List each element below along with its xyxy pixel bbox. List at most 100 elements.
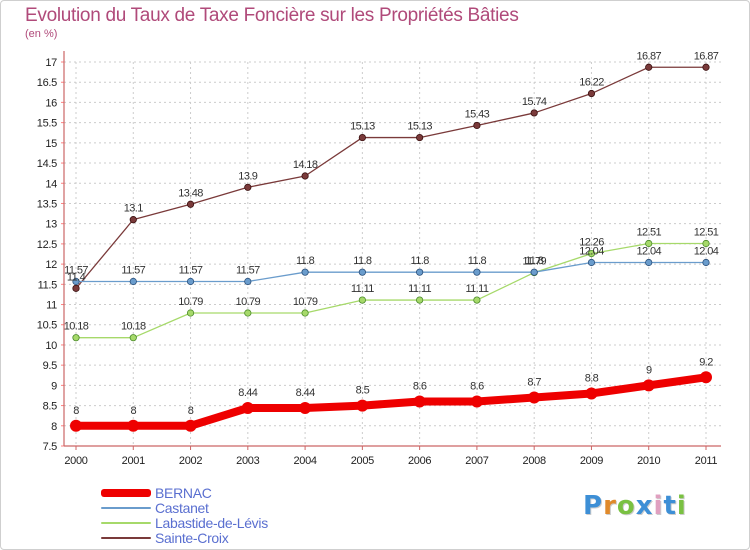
data-point: [358, 296, 366, 304]
data-point: [186, 200, 195, 208]
data-point: [702, 239, 710, 248]
data-point: [72, 277, 80, 286]
y-tick-label: 13: [45, 219, 57, 231]
y-tick-label: 14: [45, 178, 57, 190]
y-tick-label: 8: [51, 421, 57, 433]
y-tick-label: 13.5: [37, 198, 57, 210]
data-label: 11.79: [522, 256, 546, 268]
chart-legend: BERNAC Castanet Labastide-de-Lévis Sainte-C…: [101, 484, 268, 546]
data-point: [416, 133, 424, 142]
data-point: [585, 387, 598, 400]
series-line: [72, 373, 710, 430]
data-label: 16.87: [694, 50, 719, 62]
data-label: 11.57: [121, 264, 145, 276]
data-point: [129, 216, 137, 224]
data-point: [587, 258, 596, 267]
data-label: 15.13: [407, 121, 432, 133]
data-point: [645, 239, 653, 248]
data-label: 8.7: [527, 376, 541, 388]
data-point: [129, 277, 137, 286]
x-tick-label: 2005: [351, 455, 374, 467]
legend-label: BERNAC: [155, 484, 212, 501]
x-tick-label: 2009: [580, 455, 603, 467]
data-label: 10.79: [293, 296, 318, 308]
data-point: [72, 284, 80, 292]
legend-label: Castanet: [155, 499, 209, 516]
data-point: [702, 258, 710, 267]
data-label: 12.51: [636, 226, 661, 238]
data-point: [528, 391, 541, 404]
data-point: [470, 395, 483, 408]
data-label: 8.6: [470, 381, 484, 393]
data-label: 10.79: [178, 296, 203, 308]
data-label: 11.57: [179, 264, 203, 276]
legend-label: Labastide-de-Lévis: [155, 514, 268, 531]
data-label: 11.8: [468, 255, 487, 267]
data-point: [244, 277, 252, 286]
data-label: 15.13: [350, 121, 375, 133]
x-tick-label: 2006: [408, 455, 431, 467]
data-label: 11.11: [465, 283, 488, 295]
x-tick-label: 2004: [293, 455, 316, 467]
data-point: [702, 63, 710, 71]
x-tick-label: 2011: [695, 455, 718, 467]
data-label: 13.9: [238, 170, 257, 182]
data-point: [301, 268, 309, 276]
data-label: 10.18: [64, 321, 89, 333]
y-tick-label: 8.5: [43, 401, 58, 413]
x-tick-label: 2008: [523, 455, 546, 467]
data-label: 11.57: [236, 264, 260, 276]
y-tick-label: 17: [45, 57, 57, 69]
legend-swatch: [101, 536, 151, 539]
y-tick-label: 11: [46, 300, 57, 312]
legend-label: Sainte-Croix: [155, 529, 229, 546]
series-line: [75, 66, 707, 290]
data-point: [244, 183, 252, 191]
data-label: 11.57: [64, 264, 88, 276]
data-point: [587, 89, 596, 98]
data-point: [244, 309, 252, 317]
data-label: 13.1: [124, 203, 143, 215]
data-point: [301, 172, 309, 180]
series-line: [75, 242, 707, 339]
data-point: [358, 133, 366, 142]
data-label: 10.79: [236, 296, 261, 308]
data-point: [645, 63, 653, 71]
data-label: 11.8: [296, 255, 315, 267]
legend-swatch: [101, 488, 151, 497]
y-tick-label: 15: [45, 138, 57, 150]
chart-title: Evolution du Taux de Taxe Foncière sur l…: [25, 5, 519, 26]
data-point: [184, 419, 197, 432]
data-point: [129, 334, 137, 342]
x-tick-label: 2000: [64, 455, 87, 467]
data-point: [530, 109, 538, 117]
data-point: [186, 277, 195, 286]
data-label: 11.4: [67, 271, 86, 283]
legend-item: BERNAC: [101, 484, 268, 501]
data-label: 11.8: [525, 255, 544, 267]
y-tick-label: 12: [45, 259, 57, 271]
y-tick-label: 15.5: [37, 118, 57, 130]
y-tick-label: 16: [45, 97, 57, 109]
data-point: [127, 419, 140, 432]
data-point: [473, 268, 481, 276]
legend-item: Sainte-Croix: [101, 529, 268, 546]
data-label: 16.22: [579, 77, 604, 89]
data-label: 9.2: [699, 356, 713, 368]
x-tick-label: 2002: [179, 455, 202, 467]
data-point: [473, 296, 481, 304]
data-label: 8.8: [585, 372, 599, 384]
data-point: [413, 395, 426, 408]
data-label: 8.5: [356, 385, 370, 397]
data-point: [530, 268, 538, 276]
y-tick-label: 16.5: [37, 77, 57, 89]
y-tick-label: 12.5: [37, 239, 57, 251]
data-label: 12.04: [694, 245, 719, 257]
data-point: [700, 371, 712, 384]
data-label: 12.51: [694, 226, 719, 238]
series-line: [75, 261, 707, 283]
data-label: 12.04: [579, 245, 604, 257]
y-tick-label: 7.5: [43, 441, 58, 453]
